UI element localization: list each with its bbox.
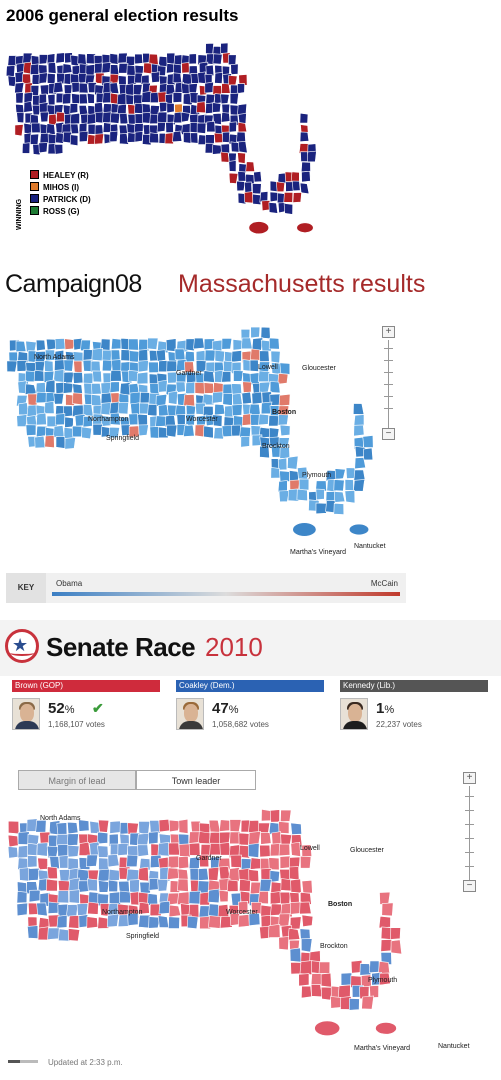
label-2008-northampton: Northampton	[88, 416, 129, 423]
candidate-votes: 1,168,107 votes	[48, 720, 105, 729]
tab-margin-of-lead[interactable]: Margin of lead	[18, 770, 136, 790]
candidate-percent: 1%	[376, 700, 395, 717]
winner-check-icon: ✔	[92, 700, 104, 716]
label-2008-springfield: Springfield	[106, 435, 139, 442]
zoom-control-2010[interactable]: + −	[463, 772, 477, 894]
key-label: KEY	[6, 573, 46, 603]
label-2008-brockton: Brockton	[262, 443, 290, 450]
key-mccain-label: McCain	[370, 579, 398, 588]
candidate-card-kennedy: Kennedy (Lib.) 1% 22,237 votes	[340, 680, 488, 740]
candidate-photo	[176, 698, 204, 730]
tab-town-leader[interactable]: Town leader	[136, 770, 256, 790]
senate-year: 2010	[205, 632, 263, 662]
panel-2008-title: Massachusetts results	[178, 270, 426, 298]
legend-heading: WINNING	[16, 198, 23, 230]
label-2010-plymouth: Plymouth	[368, 977, 397, 984]
label-2008-gardner: Gardner	[176, 370, 202, 377]
label-2010-northampton: Northampton	[102, 909, 143, 916]
candidate-percent: 47%	[212, 700, 239, 717]
candidate-name: Coakley (Dem.)	[176, 680, 324, 692]
panel-2008: Campaign08 Massachusetts results North A…	[0, 268, 501, 620]
key-obama-label: Obama	[56, 579, 83, 588]
election-seal-icon: ★	[5, 629, 39, 663]
map-2006	[5, 42, 317, 235]
legend-item-mihos: MIHOS (I)	[30, 182, 79, 192]
campaign-brand: Campaign08	[5, 270, 142, 298]
map-mode-tabs: Margin of lead Town leader	[18, 770, 256, 790]
senate-title: Senate Race	[46, 632, 196, 662]
color-key: KEY Obama McCain	[6, 573, 406, 603]
candidate-votes: 22,237 votes	[376, 720, 422, 729]
label-2010-nantucket: Nantucket	[438, 1043, 470, 1050]
label-2008-boston: Boston	[272, 409, 296, 416]
candidate-card-coakley: Coakley (Dem.) 47% 1,058,682 votes	[176, 680, 324, 740]
key-gradient	[52, 592, 400, 596]
label-2008-lowell: Lowell	[258, 364, 278, 371]
label-2008-plymouth: Plymouth	[302, 472, 331, 479]
candidate-percent: 52%	[48, 700, 75, 717]
candidate-photo	[340, 698, 368, 730]
label-2008-gloucester: Gloucester	[302, 365, 337, 372]
map-2010[interactable]: North Adams Gardner Lowell Gloucester Northa…	[0, 788, 501, 1056]
label-2010-boston: Boston	[328, 901, 352, 908]
updated-status: Updated at 2:33 p.m.	[8, 1058, 123, 1067]
senate-header: ★ Senate Race 2010	[0, 620, 501, 676]
label-2010-north-adams: North Adams	[40, 815, 81, 822]
legend-item-healey: HEALEY (R)	[30, 170, 89, 180]
label-2010-brockton: Brockton	[320, 943, 348, 950]
candidate-votes: 1,058,682 votes	[212, 720, 269, 729]
label-2010-worcester: Worcester	[226, 909, 258, 916]
legend-item-ross: ROSS (G)	[30, 206, 79, 216]
zoom-in-button[interactable]: +	[382, 326, 395, 338]
zoom-in-button[interactable]: +	[463, 772, 476, 784]
label-2008-worcester: Worcester	[186, 416, 218, 423]
panel-2010: ★ Senate Race 2010 Brown (GOP) 52% ✔ 1,1…	[0, 620, 501, 1080]
map-2008[interactable]: North Adams Gardner Lowell Gloucester Northa…	[0, 310, 501, 572]
candidate-name: Brown (GOP)	[12, 680, 160, 692]
refresh-progress	[8, 1060, 38, 1063]
legend-item-patrick: PATRICK (D)	[30, 194, 91, 204]
zoom-control-2008[interactable]: + −	[382, 326, 396, 442]
label-2008-martha-s-vineyard: Martha's Vineyard	[290, 549, 346, 556]
candidate-photo	[12, 698, 40, 730]
candidate-card-brown: Brown (GOP) 52% ✔ 1,168,107 votes	[12, 680, 160, 740]
label-2008-nantucket: Nantucket	[354, 543, 386, 550]
label-2008-north-adams: North Adams	[34, 354, 75, 361]
label-2010-martha-s-vineyard: Martha's Vineyard	[354, 1045, 410, 1052]
zoom-out-button[interactable]: −	[382, 428, 395, 440]
panel-2006: 2006 general election results WINNING HE…	[0, 0, 501, 268]
panel-2006-title: 2006 general election results	[6, 6, 239, 25]
label-2010-springfield: Springfield	[126, 933, 159, 940]
label-2010-gloucester: Gloucester	[350, 847, 385, 854]
label-2010-gardner: Gardner	[196, 855, 222, 862]
zoom-out-button[interactable]: −	[463, 880, 476, 892]
candidate-name: Kennedy (Lib.)	[340, 680, 488, 692]
label-2010-lowell: Lowell	[300, 845, 320, 852]
